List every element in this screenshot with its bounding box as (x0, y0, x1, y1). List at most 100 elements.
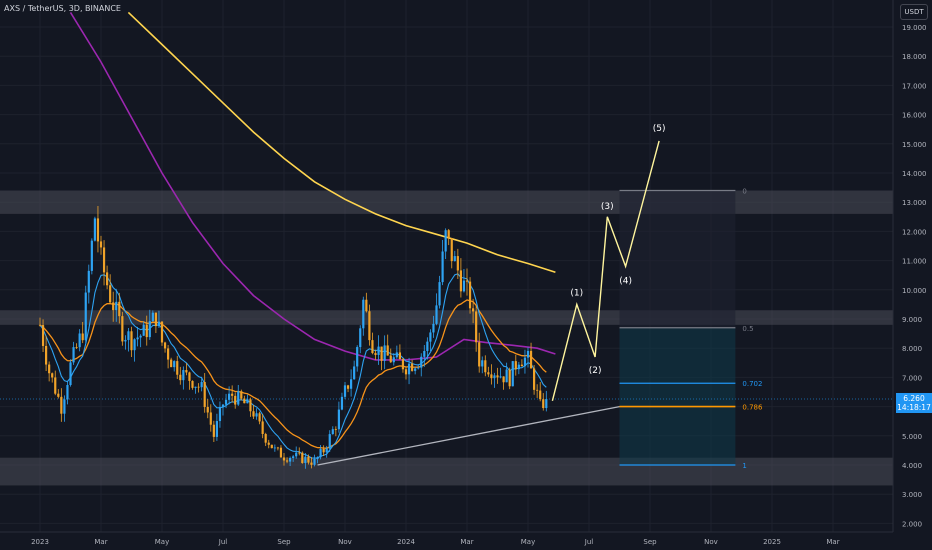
fib-level-label-2: 0.702 (742, 380, 762, 388)
candle-body-85 (298, 452, 301, 454)
candle-body-166 (545, 399, 548, 409)
y-tick-label-17: 19.000 (902, 24, 927, 32)
candle-body-149 (493, 375, 496, 379)
candle-body-43 (170, 359, 173, 368)
candle-body-48 (185, 370, 188, 373)
candle-body-159 (523, 357, 527, 367)
candle-body-127 (426, 341, 429, 351)
candle-body-96 (331, 429, 334, 435)
x-tick-label-12: 2025 (763, 538, 781, 546)
candle-body-12 (75, 347, 78, 348)
candle-body-156 (514, 361, 517, 370)
candle-body-112 (380, 346, 383, 361)
candle-body-131 (438, 282, 441, 306)
support-trendline (317, 405, 620, 466)
candle-body-136 (453, 256, 456, 262)
candle-body-157 (517, 364, 520, 370)
candle-body-38 (154, 312, 157, 327)
symbol-header: AXS / TetherUS, 3D, BINANCE (4, 4, 121, 13)
candle-body-83 (292, 456, 295, 458)
candle-body-21 (102, 247, 106, 273)
ema-200-line (69, 11, 556, 361)
candle-body-72 (258, 413, 261, 422)
last-price-value: 6.260 (903, 394, 925, 403)
candle-body-66 (240, 391, 243, 399)
candle-body-132 (441, 251, 444, 283)
candle-body-161 (529, 350, 533, 369)
candle-body-9 (66, 385, 69, 400)
candle-body-76 (270, 444, 273, 449)
candle-body-148 (490, 374, 493, 379)
candle-body-54 (203, 382, 206, 407)
candle-body-155 (511, 361, 514, 387)
candle-body-20 (99, 241, 103, 248)
candle-body-111 (377, 346, 380, 355)
candle-body-57 (212, 424, 215, 437)
wave-label-1: (1) (570, 288, 583, 298)
candle-body-52 (197, 386, 200, 388)
resistance-zone-top (0, 190, 893, 214)
candle-body-109 (371, 340, 374, 354)
candle-body-113 (383, 345, 386, 361)
candle-body-91 (316, 457, 319, 459)
candle-body-37 (151, 312, 154, 322)
candle-body-56 (209, 412, 212, 425)
candle-body-63 (231, 393, 234, 396)
candle-body-50 (191, 380, 194, 388)
candle-body-42 (167, 348, 170, 360)
candle-body-14 (81, 333, 84, 341)
fib-zone-lower (619, 327, 736, 465)
candle-body-80 (282, 457, 286, 461)
candle-body-44 (173, 361, 176, 368)
x-tick-label-0: 2023 (31, 538, 49, 546)
candle-body-134 (447, 230, 450, 239)
candle-body-84 (295, 452, 298, 457)
x-tick-label-2: May (155, 538, 169, 546)
candle-body-104 (356, 347, 359, 367)
candle-body-118 (398, 352, 401, 360)
candle-body-89 (310, 462, 313, 465)
candle-body-115 (389, 355, 392, 363)
y-tick-label-13: 15.000 (902, 141, 927, 149)
candle-body-35 (145, 324, 148, 338)
candle-body-24 (112, 302, 115, 311)
candle-body-92 (319, 448, 322, 458)
candle-body-67 (243, 398, 246, 404)
candle-body-106 (362, 299, 365, 329)
candle-body-139 (462, 280, 466, 292)
candle-body-11 (72, 347, 75, 363)
fib-level-label-3: 0.786 (742, 404, 763, 412)
y-tick-label-0: 2.000 (902, 520, 922, 528)
candle-body-3 (48, 364, 51, 374)
candle-body-110 (374, 353, 377, 355)
candle-body-164 (539, 390, 542, 400)
y-tick-label-9: 11.000 (902, 258, 927, 266)
candle-body-75 (267, 442, 270, 445)
candle-body-77 (273, 447, 276, 449)
candle-body-163 (536, 389, 539, 391)
x-tick-label-10: Sep (643, 538, 657, 546)
candle-body-65 (237, 391, 240, 405)
candle-body-135 (450, 238, 453, 262)
x-tick-label-8: May (521, 538, 535, 546)
currency-button[interactable]: USDT (900, 4, 928, 20)
candle-body-146 (484, 360, 487, 373)
candle-body-6 (57, 393, 60, 397)
candle-body-153 (505, 369, 508, 383)
ema-slow-line (127, 11, 556, 274)
candle-body-15 (84, 292, 87, 341)
candle-body-22 (106, 272, 109, 286)
candle-body-90 (313, 458, 316, 465)
fib-level-label-4: 1 (742, 462, 746, 470)
x-tick-label-7: Mar (460, 538, 473, 546)
x-tick-label-11: Nov (704, 538, 718, 546)
candle-body-49 (188, 372, 191, 381)
candle-body-79 (279, 447, 283, 458)
candle-body-82 (289, 457, 292, 462)
candle-body-2 (45, 345, 48, 365)
candle-body-62 (228, 393, 231, 400)
candle-body-122 (411, 363, 414, 371)
candle-body-46 (179, 374, 182, 381)
candle-body-60 (221, 404, 225, 408)
